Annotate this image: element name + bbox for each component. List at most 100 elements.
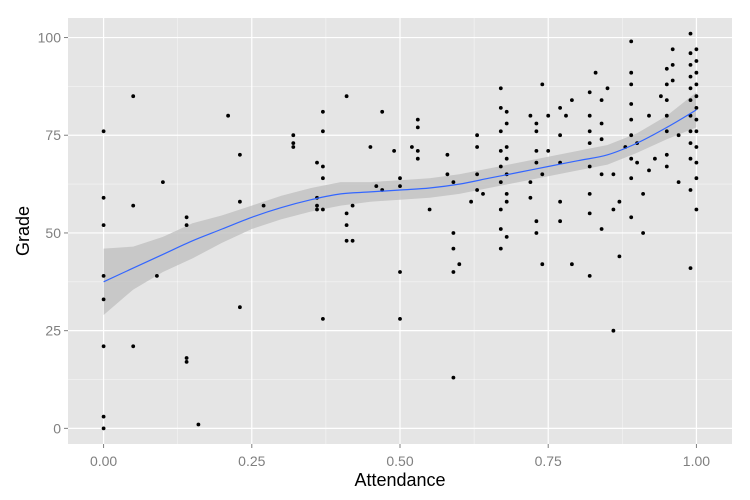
data-point (587, 192, 592, 196)
data-point (534, 129, 539, 134)
data-point (688, 266, 693, 270)
data-point (321, 317, 325, 321)
data-point (101, 344, 106, 349)
data-point (350, 203, 355, 208)
data-point (587, 211, 592, 216)
data-point (469, 199, 473, 204)
data-point (498, 227, 503, 231)
data-point (664, 82, 669, 87)
data-point (131, 203, 136, 208)
data-point (498, 129, 503, 134)
data-point (498, 164, 503, 169)
x-axis-title: Attendance (354, 470, 445, 490)
data-point (504, 199, 509, 204)
y-tick-label: 0 (53, 420, 61, 436)
data-point (599, 121, 604, 126)
data-point (184, 360, 189, 364)
x-tick-label: 0.00 (90, 453, 117, 469)
data-point (570, 262, 574, 267)
data-point (504, 109, 509, 114)
data-point (504, 156, 509, 161)
data-point (528, 180, 533, 185)
data-point (131, 344, 136, 349)
data-point (261, 203, 266, 208)
data-point (635, 160, 639, 165)
data-point (664, 129, 669, 134)
data-point (694, 160, 699, 165)
data-point (445, 172, 450, 177)
data-point (587, 113, 592, 118)
y-tick-label: 75 (45, 127, 61, 143)
data-point (380, 109, 385, 114)
data-point (688, 74, 693, 79)
data-point (688, 98, 693, 102)
y-axis-title: Grade (13, 206, 33, 256)
data-point (688, 86, 693, 91)
data-point (664, 98, 669, 102)
data-point (291, 133, 296, 138)
smooth-line (103, 109, 697, 283)
data-point (587, 274, 592, 278)
data-point (101, 274, 106, 278)
data-point (374, 184, 379, 189)
data-point (694, 207, 699, 212)
data-point (587, 164, 592, 169)
data-point (155, 274, 159, 278)
data-point (350, 238, 355, 243)
data-point (564, 113, 568, 118)
data-point (427, 207, 432, 212)
data-point (605, 86, 610, 91)
data-point (694, 106, 699, 110)
data-point (694, 47, 699, 52)
data-point (504, 235, 509, 239)
data-point (694, 176, 699, 181)
data-point (694, 59, 699, 63)
data-point (558, 133, 562, 138)
data-point (670, 63, 675, 67)
data-point (344, 223, 349, 228)
data-point (504, 121, 509, 126)
data-point (587, 141, 592, 146)
data-point (161, 180, 165, 185)
data-point (101, 297, 106, 302)
data-point (629, 82, 634, 87)
x-tick-label: 1.00 (683, 453, 710, 469)
data-point (498, 246, 503, 251)
data-point (321, 164, 325, 169)
y-tick-label: 50 (45, 225, 61, 241)
data-point (629, 102, 634, 106)
data-point (653, 156, 657, 161)
data-point (321, 207, 325, 212)
data-point (238, 305, 242, 310)
data-point (688, 141, 693, 146)
data-point (599, 227, 604, 231)
data-points (101, 31, 699, 431)
data-point (629, 215, 634, 220)
x-tick-label: 0.50 (386, 453, 413, 469)
data-point (101, 223, 106, 228)
data-point (398, 184, 402, 189)
data-point (540, 172, 545, 177)
data-point (558, 219, 562, 224)
data-point (617, 254, 622, 259)
data-point (611, 207, 616, 212)
data-point (475, 133, 479, 138)
data-point (504, 145, 509, 149)
data-point (694, 94, 699, 99)
data-point (641, 231, 645, 235)
data-point (599, 172, 604, 177)
data-point (451, 375, 456, 380)
data-point (315, 203, 319, 208)
y-tick-label: 25 (45, 323, 61, 339)
data-point (534, 231, 539, 235)
data-point (498, 207, 503, 212)
data-point (196, 422, 201, 427)
data-point (611, 172, 616, 177)
data-point (593, 70, 598, 75)
data-point (451, 180, 456, 185)
data-point (664, 113, 669, 118)
data-point (451, 231, 456, 235)
data-point (534, 160, 539, 165)
data-point (101, 195, 106, 200)
